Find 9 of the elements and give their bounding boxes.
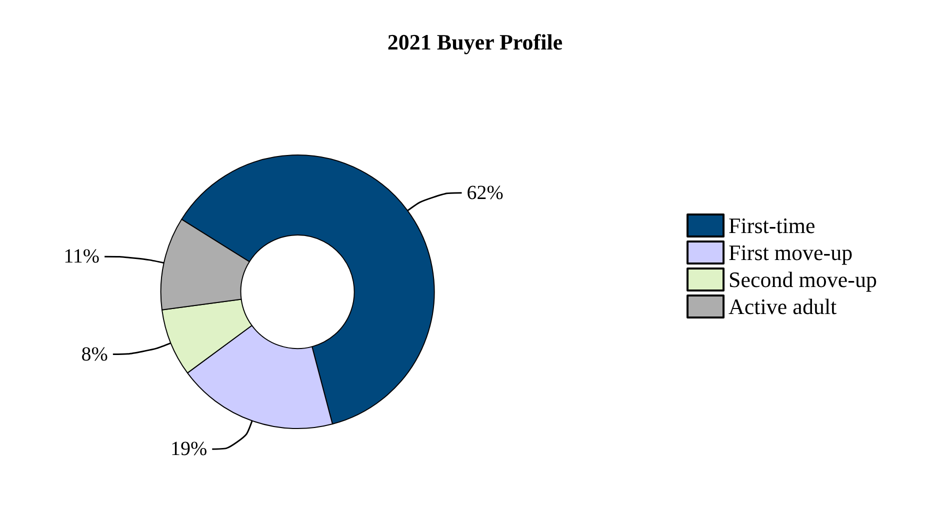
data-label: 19%: [170, 438, 208, 460]
legend-label: First move-up: [728, 240, 853, 265]
data-label: 11%: [64, 246, 100, 268]
data-label: 8%: [81, 343, 108, 366]
data-label: 62%: [466, 182, 504, 204]
legend-label: Active adult: [728, 294, 837, 319]
chart-title: 2021 Buyer Profile: [387, 30, 563, 54]
legend-label: First-time: [728, 213, 816, 238]
legend-label: Second move-up: [728, 267, 877, 292]
